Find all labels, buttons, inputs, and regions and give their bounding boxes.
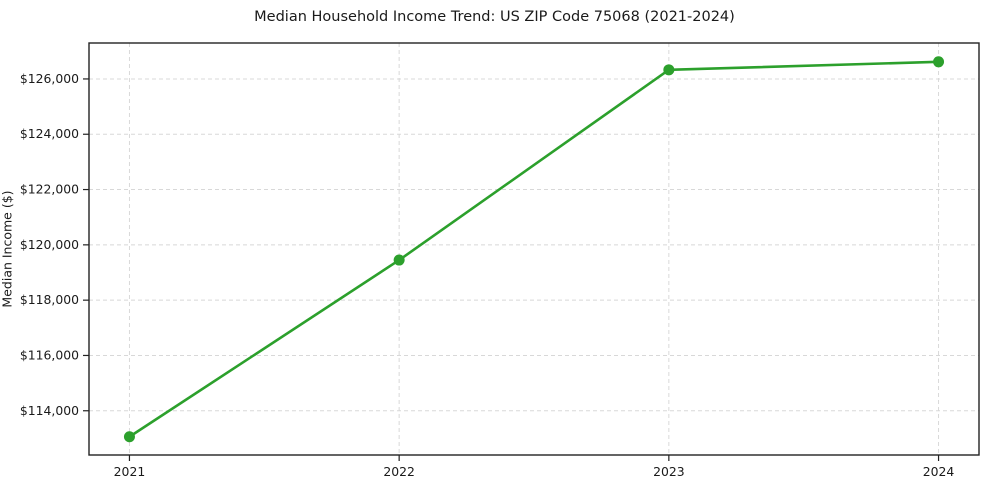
y-tick-label: $114,000	[20, 403, 79, 418]
y-tick-label: $116,000	[20, 347, 79, 362]
x-tick-label: 2024	[923, 464, 955, 479]
x-tick-label: 2022	[383, 464, 415, 479]
y-tick-label: $126,000	[20, 71, 79, 86]
trend-line	[128, 60, 940, 439]
y-tick-label: $122,000	[20, 182, 79, 197]
y-tick-label: $118,000	[20, 292, 79, 307]
x-tick-label: 2021	[114, 464, 146, 479]
data-point	[933, 56, 945, 68]
chart-title: Median Household Income Trend: US ZIP Co…	[254, 9, 735, 25]
y-tick-label: $124,000	[20, 126, 79, 141]
data-point	[393, 254, 405, 266]
data-point	[663, 64, 675, 76]
axes-box	[88, 42, 980, 456]
x-tick-label: 2023	[653, 464, 685, 479]
data-point	[123, 431, 135, 443]
y-tick-label: $120,000	[20, 237, 79, 252]
